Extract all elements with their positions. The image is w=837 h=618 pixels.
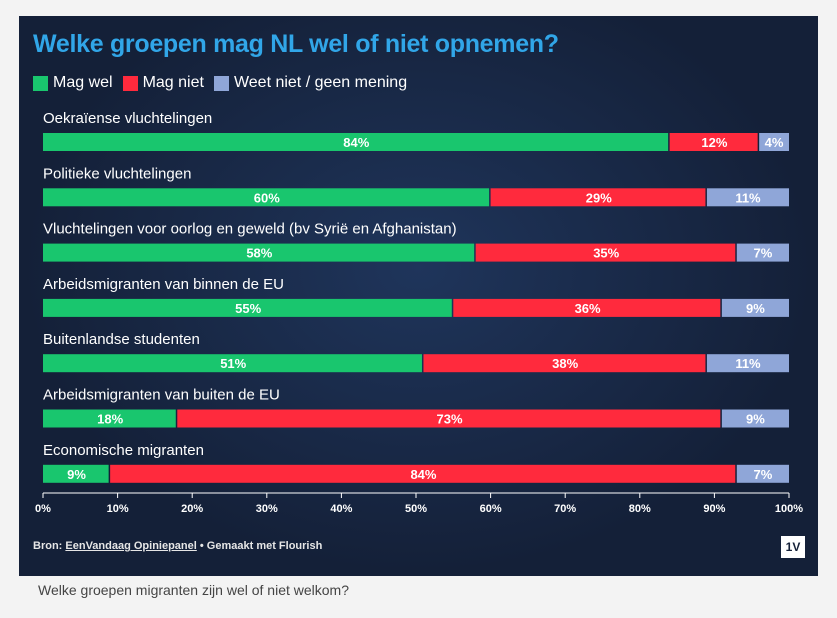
bar-segment	[706, 188, 789, 207]
category-label: Arbeidsmigranten van binnen de EU	[43, 276, 284, 293]
figure-caption: Welke groepen migranten zijn wel of niet…	[38, 582, 350, 598]
bar-value-label: 4%	[765, 135, 784, 150]
bar-value-label: 84%	[410, 467, 436, 482]
bar-value-label: 73%	[437, 412, 463, 427]
chart-footer: Bron: EenVandaag Opiniepanel • Gemaakt m…	[33, 540, 322, 552]
bar-segment	[43, 133, 669, 151]
bar-value-label: 9%	[67, 467, 86, 482]
x-tick-label: 90%	[703, 503, 725, 515]
x-tick-label: 80%	[629, 503, 651, 515]
category-label: Buitenlandse studenten	[43, 331, 200, 348]
legend-swatch-weet-niet	[213, 75, 229, 91]
bar-segment	[721, 298, 789, 317]
bar-value-label: 11%	[735, 190, 761, 205]
bar-segment	[736, 243, 789, 262]
bar-chart: Oekraïense vluchtelingen 84% 12% 4% Politiek…	[35, 110, 803, 515]
bar-segment	[43, 188, 490, 207]
legend-swatch-mag-wel	[33, 75, 48, 91]
bar-value-label: 9%	[746, 301, 765, 316]
bar-segment	[110, 464, 736, 483]
source-link[interactable]: EenVandaag Opiniepanel	[65, 540, 197, 552]
bar-segment	[43, 298, 452, 317]
category-label: Oekraïense vluchtelingen	[43, 110, 212, 127]
category-label: Vluchtelingen voor oorlog en geweld (bv …	[43, 221, 457, 238]
bar-segment	[423, 354, 706, 373]
legend-label-mag-wel: Mag wel	[53, 74, 113, 91]
bar-segment	[43, 409, 176, 428]
bar-segment	[43, 464, 109, 483]
x-tick-label: 10%	[107, 503, 129, 515]
bar-segment	[721, 409, 789, 428]
bar-value-label: 9%	[746, 412, 765, 427]
chart-plot-area: Oekraïense vluchtelingen 84% 12% 4% Politiek…	[19, 16, 818, 576]
bar-value-label: 38%	[552, 356, 578, 371]
bar-segment	[43, 243, 475, 262]
bar-value-label: 18%	[97, 412, 123, 427]
x-tick-label: 100%	[775, 503, 803, 515]
bar-segment	[43, 354, 422, 373]
bar-segment	[490, 188, 706, 207]
legend-item-mag-wel[interactable]: Mag wel	[33, 74, 113, 92]
chart-panel: Welke groepen mag NL wel of niet opnemen…	[19, 16, 818, 576]
x-tick-label: 70%	[554, 503, 576, 515]
legend-label-mag-niet: Mag niet	[142, 74, 204, 91]
category-label: Politieke vluchtelingen	[43, 165, 191, 182]
bar-value-label: 51%	[220, 356, 246, 371]
category-label: Arbeidsmigranten van buiten de EU	[43, 387, 280, 404]
chart-legend: Mag wel Mag niet Weet niet / geen mening	[33, 72, 417, 94]
bar-value-label: 60%	[254, 190, 280, 205]
bar-value-label: 84%	[343, 135, 369, 150]
eenvandaag-logo: 1V	[781, 536, 805, 558]
bar-segment	[759, 133, 789, 151]
bar-segment	[706, 354, 789, 373]
chart-title: Welke groepen mag NL wel of niet opnemen…	[33, 30, 559, 58]
bar-value-label: 29%	[586, 190, 612, 205]
category-label: Economische migranten	[43, 442, 204, 459]
legend-item-weet-niet[interactable]: Weet niet / geen mening	[213, 74, 408, 92]
x-tick-label: 50%	[405, 503, 427, 515]
x-tick-label: 40%	[330, 503, 352, 515]
bar-segment	[475, 243, 736, 262]
footer-suffix: • Gemaakt met Flourish	[196, 540, 323, 552]
bar-value-label: 58%	[246, 246, 272, 261]
bar-segment	[736, 464, 789, 483]
bar-value-label: 7%	[753, 246, 772, 261]
x-tick-label: 30%	[256, 503, 278, 515]
x-tick-label: 60%	[480, 503, 502, 515]
bar-value-label: 7%	[753, 467, 772, 482]
bar-segment	[453, 298, 721, 317]
bar-segment	[177, 409, 721, 428]
bar-value-label: 55%	[235, 301, 261, 316]
bar-segment	[669, 133, 758, 151]
x-tick-label: 0%	[35, 503, 51, 515]
bar-value-label: 35%	[593, 246, 619, 261]
legend-item-mag-niet[interactable]: Mag niet	[122, 74, 204, 92]
bar-value-label: 12%	[701, 135, 727, 150]
bar-value-label: 36%	[575, 301, 601, 316]
x-tick-label: 20%	[181, 503, 203, 515]
legend-swatch-mag-niet	[122, 75, 138, 91]
legend-label-weet-niet: Weet niet / geen mening	[233, 74, 408, 91]
footer-prefix: Bron:	[33, 540, 66, 552]
bar-value-label: 11%	[735, 356, 761, 371]
